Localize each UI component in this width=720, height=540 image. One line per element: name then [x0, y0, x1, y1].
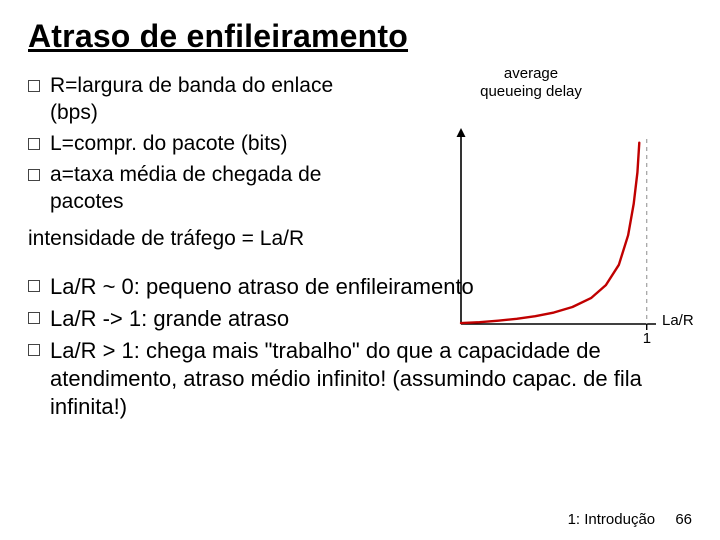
- definitions-column: R=largura de banda do enlace (bps) L=com…: [28, 73, 363, 253]
- list-item: La/R ~ 0: pequeno atraso de enfileiramen…: [28, 273, 692, 301]
- queueing-delay-chart: average queueing delay La/R 1: [381, 65, 681, 343]
- slide: Atraso de enfileiramento R=largura de ba…: [0, 0, 720, 540]
- slide-footer: 1: Introdução 66: [568, 511, 692, 528]
- chart-svg: [381, 103, 681, 338]
- upper-row: R=largura de banda do enlace (bps) L=com…: [28, 73, 692, 253]
- bullet-square-icon: [28, 344, 40, 356]
- bullet-square-icon: [28, 169, 40, 181]
- list-item: L=compr. do pacote (bits): [28, 131, 363, 158]
- footer-page-number: 66: [675, 511, 692, 528]
- chart-y-title-line2: queueing delay: [480, 83, 582, 100]
- list-item-text: R=largura de banda do enlace (bps): [50, 74, 333, 124]
- bullet-square-icon: [28, 138, 40, 150]
- list-item-text: La/R > 1: chega mais "trabalho" do que a…: [50, 338, 642, 419]
- footer-label: 1: Introdução: [568, 511, 656, 528]
- traffic-intensity-line: intensidade de tráfego = La/R: [28, 225, 363, 252]
- list-item: a=taxa média de chegada de pacotes: [28, 162, 363, 216]
- list-item-text: La/R ~ 0: pequeno atraso de enfileiramen…: [50, 274, 474, 299]
- bullet-square-icon: [28, 312, 40, 324]
- chart-y-title: average queueing delay: [381, 65, 681, 101]
- list-item-text: a=taxa média de chegada de pacotes: [50, 163, 321, 213]
- page-title: Atraso de enfileiramento: [28, 18, 692, 55]
- list-item: La/R > 1: chega mais "trabalho" do que a…: [28, 337, 692, 421]
- list-item-text: L=compr. do pacote (bits): [50, 132, 288, 155]
- bullet-square-icon: [28, 280, 40, 292]
- list-item: R=largura de banda do enlace (bps): [28, 73, 363, 127]
- list-item-text: La/R -> 1: grande atraso: [50, 306, 289, 331]
- chart-column: average queueing delay La/R 1: [363, 73, 683, 253]
- conclusions-block: La/R ~ 0: pequeno atraso de enfileiramen…: [28, 273, 692, 422]
- list-item: La/R -> 1: grande atraso: [28, 305, 692, 333]
- chart-y-title-line1: average: [504, 65, 558, 82]
- conclusions-list: La/R ~ 0: pequeno atraso de enfileiramen…: [28, 273, 692, 422]
- definitions-list: R=largura de banda do enlace (bps) L=com…: [28, 73, 363, 215]
- bullet-square-icon: [28, 80, 40, 92]
